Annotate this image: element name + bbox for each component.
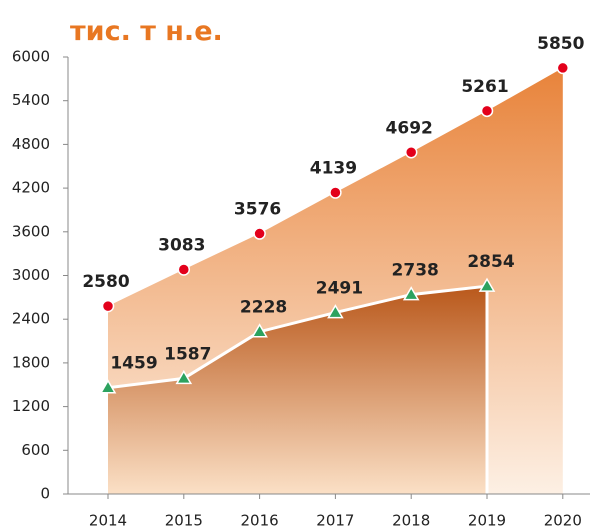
y-tick-label: 3600: [12, 222, 50, 240]
marker: [478, 277, 496, 292]
x-tick-label: 2014: [89, 512, 127, 530]
data-label: 1587: [164, 344, 211, 364]
y-tick-label: 4800: [12, 135, 50, 153]
marker: [177, 263, 191, 276]
marker: [556, 61, 570, 75]
chart-title: тис. т н.е.: [70, 16, 223, 47]
data-label: 4139: [310, 159, 357, 179]
data-label: 2491: [316, 279, 363, 299]
data-label: 3576: [234, 200, 281, 220]
x-tick-label: 2017: [316, 512, 354, 530]
y-tick-label: 1200: [12, 397, 50, 415]
marker: [404, 146, 418, 159]
marker: [327, 304, 344, 319]
marker: [251, 323, 268, 338]
data-label: 1459: [110, 354, 157, 374]
data-label: 5850: [537, 34, 584, 54]
data-label: 5261: [461, 77, 508, 97]
data-label: 2738: [392, 261, 439, 281]
data-label: 2228: [240, 298, 287, 318]
marker: [480, 104, 494, 118]
data-label: 3083: [158, 235, 205, 255]
marker: [329, 186, 342, 199]
y-tick-label: 0: [40, 485, 50, 503]
data-label: 4692: [386, 118, 433, 138]
y-tick-label: 5400: [12, 91, 50, 109]
y-tick-label: 600: [21, 441, 50, 459]
x-tick-label: 2018: [392, 512, 430, 530]
data-label: 2580: [82, 272, 129, 292]
y-tick-label: 3000: [12, 266, 50, 284]
x-tick-label: 2020: [544, 512, 582, 530]
area: [108, 286, 487, 494]
y-tick-label: 2400: [12, 310, 50, 328]
marker: [101, 299, 115, 313]
y-tick-label: 6000: [12, 48, 50, 66]
marker: [99, 379, 117, 394]
marker: [402, 286, 420, 301]
y-tick-label: 1800: [12, 353, 50, 371]
y-tick-label: 4200: [12, 179, 50, 197]
marker: [253, 227, 266, 240]
x-tick-label: 2019: [468, 512, 506, 530]
x-tick-label: 2015: [165, 512, 203, 530]
data-label: 2854: [467, 252, 514, 272]
x-tick-label: 2016: [241, 512, 279, 530]
marker: [175, 369, 193, 385]
